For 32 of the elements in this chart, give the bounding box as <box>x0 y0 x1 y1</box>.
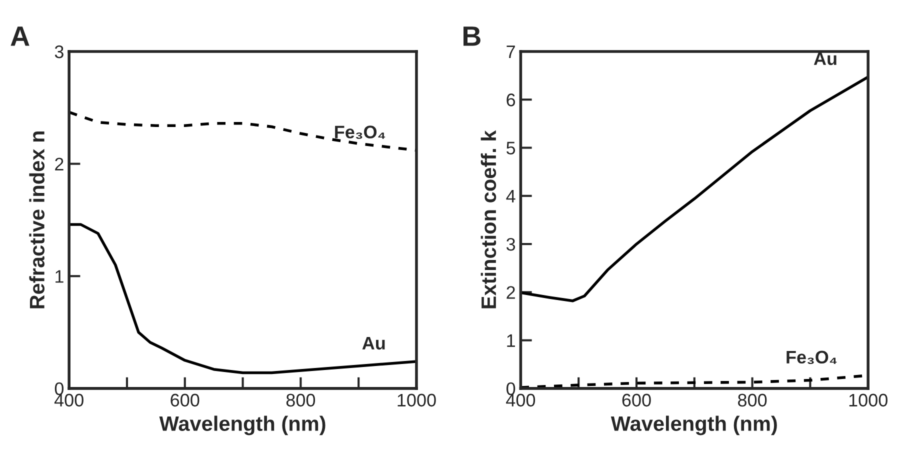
y-tick-label: 4 <box>506 190 516 202</box>
line-series <box>69 223 416 374</box>
y-axis-title: Refractive index n <box>29 132 45 308</box>
x-axis-title: Wavelength (nm) <box>159 416 326 436</box>
y-axis-title: Extinction coeff. k <box>480 130 496 308</box>
x-tick-label: 800 <box>286 394 316 407</box>
y-tick-label: 3 <box>54 45 64 58</box>
x-tick-label: 1000 <box>398 394 436 407</box>
y-tick-label: 5 <box>506 142 516 154</box>
x-tick-label: 600 <box>170 394 200 407</box>
y-tick-label: 2 <box>55 158 64 170</box>
y-tick-label: 6 <box>506 94 516 106</box>
y-tick-label: 1 <box>507 334 515 347</box>
chart-title: B <box>464 26 480 46</box>
series-label: Fe₃O₄ <box>335 126 386 139</box>
y-tick-label: 3 <box>506 238 516 251</box>
y-tick-label: 0 <box>54 382 64 396</box>
series-label: Au <box>814 52 836 66</box>
y-tick-label: 7 <box>506 46 515 58</box>
y-tick-label: 2 <box>506 286 515 299</box>
x-tick-label: 600 <box>622 394 651 407</box>
x-tick-label: 400 <box>506 394 536 407</box>
chart-title: A <box>10 26 30 46</box>
y-tick-label: 0 <box>506 382 516 396</box>
x-tick-label: 800 <box>738 394 767 407</box>
x-axis-title: Wavelength (nm) <box>610 416 777 436</box>
x-tick-label: 1000 <box>849 394 888 407</box>
series-label: Au <box>362 336 385 350</box>
series-label: Fe₃O₄ <box>786 350 837 364</box>
x-tick-label: 400 <box>54 394 84 407</box>
y-tick-label: 1 <box>56 270 64 283</box>
line-series <box>520 76 868 302</box>
